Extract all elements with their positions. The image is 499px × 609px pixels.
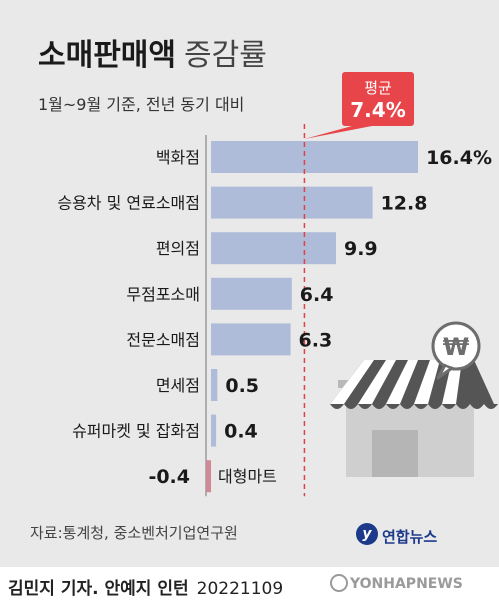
chart-subtitle: 1월~9월 기준, 전년 동기 대비 bbox=[38, 95, 245, 114]
category-label: 전문소매점 bbox=[126, 330, 200, 349]
chart-title-suffix: 증감률 bbox=[184, 38, 267, 73]
store-icon bbox=[330, 360, 498, 477]
value-label: 12.8 bbox=[381, 193, 428, 215]
category-label: 백화점 bbox=[156, 148, 200, 167]
chart-title: 소매판매액 증감률 bbox=[38, 38, 267, 73]
won-icon: ₩ bbox=[431, 321, 481, 380]
category-label: 슈퍼마켓 및 잡화점 bbox=[72, 422, 200, 441]
byline: 김민지 기자. 안예지 인턴 20221109 bbox=[8, 579, 284, 599]
publisher-logo-text: 연합뉴스 bbox=[382, 528, 438, 546]
value-label: 9.9 bbox=[344, 238, 378, 260]
watermark: YONHAPNEWS bbox=[350, 576, 463, 592]
value-label: -0.4 bbox=[148, 466, 190, 488]
average-callout-pointer bbox=[304, 126, 372, 139]
watermark-icon bbox=[330, 574, 348, 592]
footer-bar bbox=[0, 567, 499, 609]
bar bbox=[206, 460, 212, 493]
bar-chart: ₩ 백화점 16.4% 승용차 및 연료소매점 12.8 편의점 9.9 무점포소매 6.4 전… bbox=[57, 72, 498, 497]
value-label: 6.3 bbox=[299, 329, 333, 351]
category-label: 대형마트 bbox=[218, 467, 277, 486]
source-note: 자료:통계청, 중소벤처기업연구원 bbox=[30, 524, 238, 542]
svg-text:₩: ₩ bbox=[443, 333, 470, 361]
average-value-label: 7.4% bbox=[350, 98, 405, 122]
average-callout bbox=[342, 72, 414, 126]
value-label: 0.5 bbox=[225, 375, 259, 397]
bar bbox=[211, 232, 336, 265]
bar bbox=[211, 277, 292, 310]
bar bbox=[211, 323, 291, 356]
bar bbox=[211, 414, 217, 447]
bar bbox=[211, 186, 373, 219]
category-label: 면세점 bbox=[156, 376, 200, 395]
bar bbox=[211, 141, 418, 173]
value-label: 6.4 bbox=[300, 284, 334, 306]
category-label: 무점포소매 bbox=[126, 285, 200, 304]
category-label: 편의점 bbox=[156, 239, 200, 258]
category-label: 승용차 및 연료소매점 bbox=[57, 194, 200, 213]
bar bbox=[211, 369, 218, 401]
average-label: 평균 bbox=[364, 79, 392, 97]
value-label: 16.4% bbox=[426, 147, 492, 169]
value-label: 0.4 bbox=[224, 421, 258, 443]
yonhap-logo-icon: y bbox=[356, 523, 378, 545]
publish-date: 20221109 bbox=[196, 579, 284, 599]
